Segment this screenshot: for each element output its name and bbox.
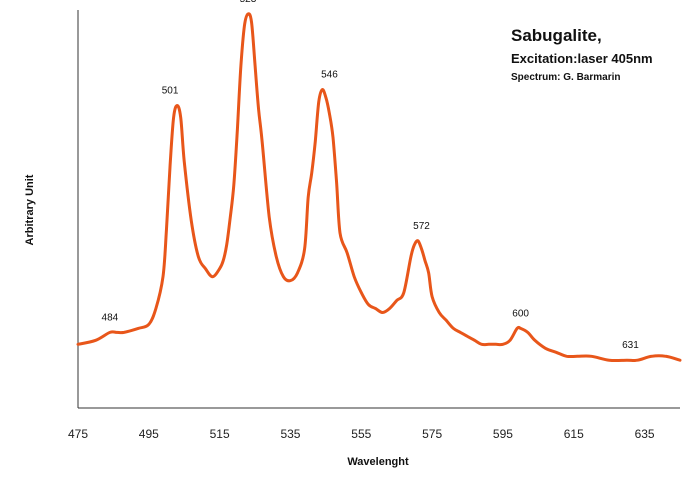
chart-subtitle: Excitation:laser 405nm [511,51,653,66]
x-tick-label: 555 [351,427,371,441]
x-tick-label: 535 [280,427,300,441]
chart-credit: Spectrum: G. Barmarin [511,72,620,83]
peak-label: 523 [240,0,257,5]
peak-label: 600 [512,308,529,319]
x-tick-label: 475 [68,427,88,441]
x-tick-label: 495 [139,427,159,441]
y-axis-title: Arbitrary Unit [24,174,36,245]
x-tick-label: 515 [210,427,230,441]
peak-label: 484 [102,312,119,323]
x-tick-label: 635 [635,427,655,441]
spectrum-line [76,12,682,363]
x-tick-label: 575 [422,427,442,441]
peak-label: 546 [321,70,338,81]
chart-title: Sabugalite, [511,26,602,45]
peak-label: 572 [413,221,430,232]
x-axis-title: Wavelenght [347,456,409,468]
x-tick-label: 615 [564,427,584,441]
peak-label: 631 [622,340,639,351]
peak-labels: 484 501 523 546 572 600 631 [102,0,640,351]
x-tick-labels: 475 495 515 535 555 575 595 615 635 [68,427,655,441]
axes [77,10,680,409]
x-tick-label: 595 [493,427,513,441]
peak-label: 501 [162,86,179,97]
